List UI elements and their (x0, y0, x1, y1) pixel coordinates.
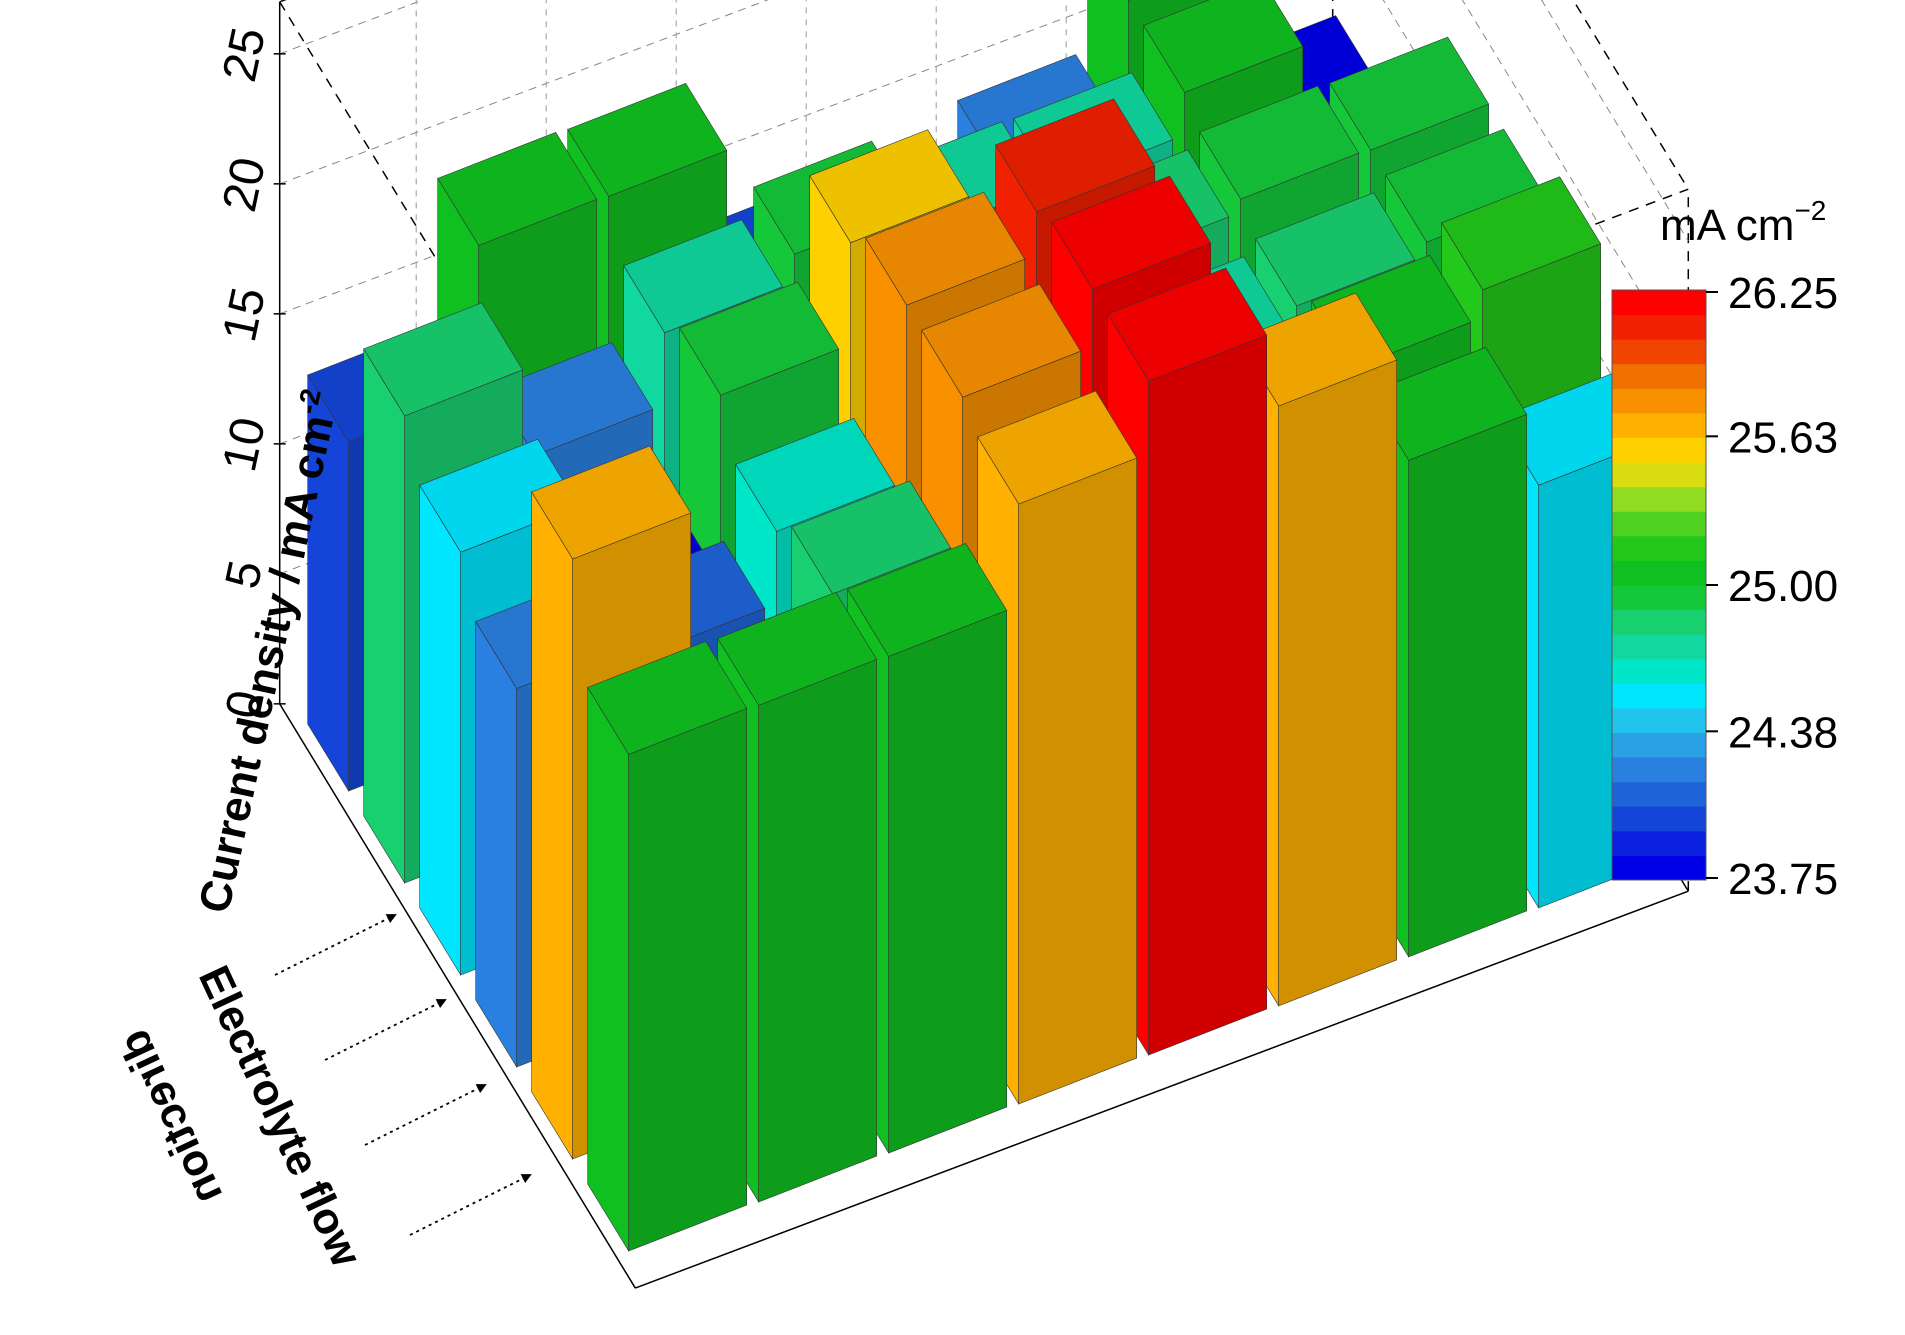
colorbar-segment (1612, 535, 1706, 561)
colorbar-segment (1612, 732, 1706, 758)
z-tick-label: 25 (213, 23, 276, 86)
flow-label-line2: direction (109, 1022, 232, 1211)
bar-top-face (567, 83, 728, 197)
flow-arrow (409, 1174, 532, 1236)
flow-arrow (364, 1084, 487, 1146)
colorbar-segment (1612, 388, 1706, 414)
bar-top-face (363, 302, 524, 417)
bar-front-face (1018, 457, 1137, 1105)
colorbar-segment (1612, 462, 1706, 488)
bar-left-face (587, 686, 630, 1253)
bar (1107, 267, 1268, 1057)
bar-top-face (977, 390, 1138, 505)
colorbar-ticks: 26.25 25.63 25.00 24.38 23.75 (1706, 269, 1838, 904)
bar-top-face (921, 283, 1082, 398)
colorbar-segment (1612, 486, 1706, 512)
bar-left-face (531, 490, 574, 1161)
bar-top-face (791, 480, 952, 595)
bar-top-face (995, 98, 1156, 213)
colorbar-segment (1612, 634, 1706, 660)
colorbar-segment (1612, 437, 1706, 463)
colorbar-segment (1612, 830, 1706, 856)
colorbar-tick-label: 26.25 (1728, 269, 1838, 318)
z-tick-label: 20 (213, 153, 276, 216)
bar-top-face (865, 191, 1026, 306)
colorbar-segment (1612, 339, 1706, 365)
colorbar-segment (1612, 585, 1706, 611)
bar-top-face (1143, 0, 1304, 93)
bar-left-face (363, 347, 406, 885)
colorbar-segment (1612, 412, 1706, 438)
z-tick-label: 15 (213, 283, 276, 346)
bar-top-face (437, 132, 598, 246)
colorbar-segment (1612, 560, 1706, 586)
bar-top-face (809, 129, 970, 244)
bar-top-face (735, 418, 896, 532)
bar-top-face (717, 592, 878, 706)
bar-top-face (531, 445, 692, 560)
colorbar-tick-label: 24.38 (1728, 708, 1838, 757)
bar-left-face (475, 620, 518, 1069)
bar-top-face (1255, 192, 1416, 307)
bar-top-face (679, 281, 840, 396)
colorbar-segment (1612, 683, 1706, 709)
bar-front-face (1148, 334, 1267, 1056)
flow-label-line1: Electrolyte flow (189, 959, 371, 1275)
flow-arrow (274, 914, 397, 976)
colorbar-segment (1612, 363, 1706, 389)
colorbar-segment (1612, 707, 1706, 733)
bar-top-face (623, 219, 784, 334)
colorbar-segment (1612, 806, 1706, 832)
bar (587, 641, 748, 1253)
bar-top-face (1051, 175, 1212, 290)
colorbar-segment (1612, 855, 1706, 881)
bar-front-face (1278, 359, 1397, 1007)
bar-front-face (888, 609, 1008, 1154)
bar-top-face (1199, 85, 1360, 200)
colorbar (1611, 289, 1707, 881)
z-tick-label: 10 (213, 413, 276, 476)
bar-front-face (628, 707, 748, 1252)
colorbar-segment (1612, 609, 1706, 635)
colorbar-segment (1612, 511, 1706, 537)
colorbar-segment (1612, 781, 1706, 807)
colorbar-segment (1612, 314, 1706, 340)
flow-arrow (324, 999, 447, 1061)
bar-front-face (758, 658, 878, 1203)
flow-direction-arrows (274, 914, 532, 1236)
colorbar-tick-label: 25.63 (1728, 413, 1838, 462)
colorbar-tick-label: 25.00 (1728, 562, 1838, 611)
bar-group (307, 0, 1658, 1253)
bar-top-face (1107, 267, 1268, 382)
bar-top-face (847, 543, 1008, 657)
bar-left-face (419, 484, 462, 977)
bar-front-face (1408, 413, 1527, 958)
colorbar-title: mA cm−2 (1660, 195, 1826, 250)
colorbar-segment (1612, 757, 1706, 783)
bar-top-face (587, 641, 748, 755)
colorbar-tick-label: 23.75 (1728, 855, 1838, 904)
bar-top-face (1441, 176, 1602, 291)
bar-top-face (1329, 36, 1490, 151)
colorbar-segment (1612, 658, 1706, 684)
colorbar-segment (1612, 290, 1706, 316)
